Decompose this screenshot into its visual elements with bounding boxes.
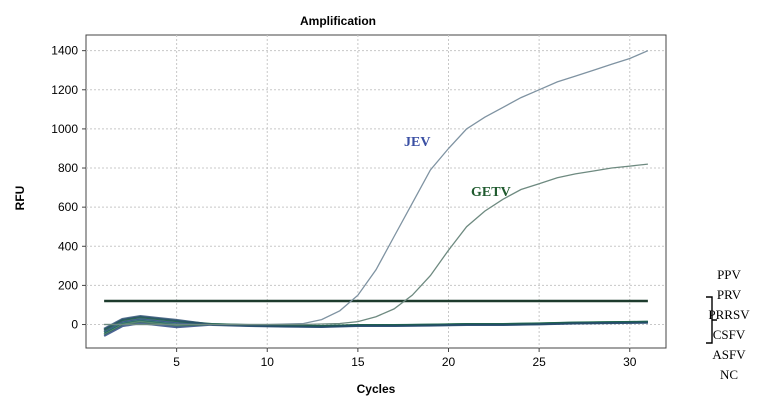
- legend-item-prv: PRV: [717, 287, 742, 302]
- legend-item-csfv: CSFV: [713, 327, 746, 342]
- chart-title: Amplification: [300, 14, 376, 28]
- y-tick-label: 1000: [51, 122, 78, 136]
- series-layer: [103, 50, 649, 337]
- series-label-getv: GETV: [471, 185, 511, 200]
- y-tick-label: 200: [58, 278, 78, 292]
- plot-area: [85, 34, 667, 349]
- y-axis-label: RFU: [13, 186, 27, 211]
- y-tick-label: 1400: [51, 44, 78, 58]
- series-line-jev: [104, 50, 649, 326]
- x-tick-label: 30: [623, 355, 637, 369]
- y-tick-label: 800: [58, 161, 78, 175]
- y-tick-label: 0: [71, 318, 78, 332]
- legend-item-ppv: PPV: [717, 267, 741, 282]
- negative-series-line-nc: [103, 314, 648, 330]
- legend-item-prrsv: PRRSV: [708, 307, 750, 322]
- legend-item-asfv: ASFV: [712, 347, 746, 362]
- y-axis-ticks: 0 200 400 600 800 1000 1200 1400: [51, 44, 86, 332]
- legend-item-nc: NC: [720, 367, 738, 382]
- negative-legend: PPV PRV PRRSV CSFV ASFV NC: [708, 267, 750, 382]
- y-tick-label: 400: [58, 239, 78, 253]
- x-tick-label: 10: [261, 355, 275, 369]
- x-tick-label: 25: [532, 355, 546, 369]
- y-tick-label: 600: [58, 200, 78, 214]
- series-line-getv: [104, 163, 648, 326]
- x-axis-ticks: 5 10 15 20 25 30: [173, 348, 637, 369]
- x-tick-label: 5: [173, 355, 180, 369]
- x-tick-label: 15: [351, 355, 365, 369]
- series-label-jev: JEV: [404, 135, 430, 150]
- y-tick-label: 1200: [51, 83, 78, 97]
- x-tick-label: 20: [442, 355, 456, 369]
- x-axis-label: Cycles: [357, 382, 396, 396]
- legend-bracket: [706, 296, 717, 344]
